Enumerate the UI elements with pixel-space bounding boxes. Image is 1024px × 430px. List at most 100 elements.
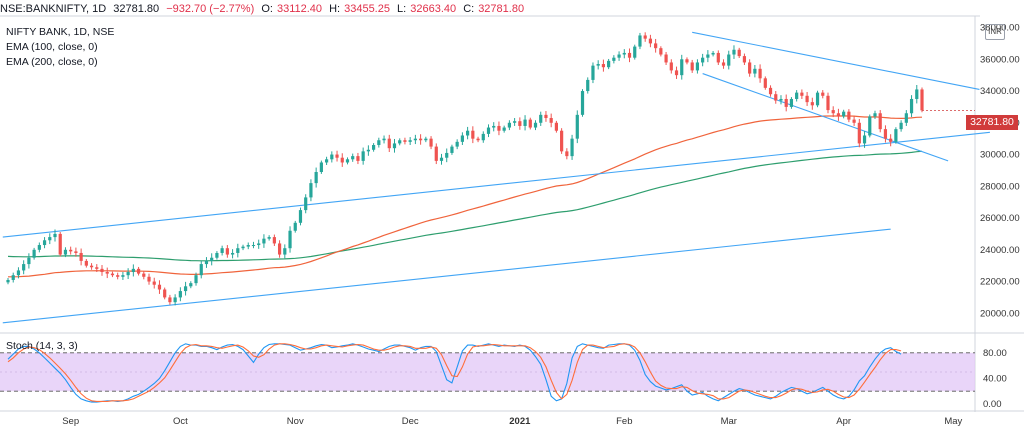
candle-body bbox=[622, 52, 626, 55]
candle-body bbox=[100, 268, 104, 273]
candle-body bbox=[32, 249, 36, 258]
candle-body bbox=[178, 291, 182, 298]
candle-body bbox=[768, 87, 773, 95]
candle-body bbox=[753, 68, 757, 74]
chart-title-legend[interactable]: NIFTY BANK, 1D, NSE bbox=[6, 26, 115, 38]
price-tick-label: 30000.00 bbox=[980, 150, 1020, 161]
time-tick-label: Feb bbox=[616, 416, 632, 427]
candle-body bbox=[607, 60, 611, 68]
candle-body bbox=[909, 98, 914, 114]
price-tick-label: 36000.00 bbox=[980, 54, 1020, 65]
candle-body bbox=[580, 91, 585, 115]
candle-body bbox=[471, 130, 475, 139]
candle-body bbox=[183, 286, 188, 292]
candle-body bbox=[79, 252, 83, 261]
candle-body bbox=[560, 130, 564, 152]
candle-body bbox=[298, 210, 303, 223]
last-price-header: 32781.80 bbox=[113, 3, 160, 15]
candle-body bbox=[836, 113, 841, 117]
stoch-legend[interactable]: Stoch (14, 3, 3) bbox=[6, 340, 78, 352]
candle-body bbox=[565, 151, 569, 157]
last-price-label: 32781.80 bbox=[966, 115, 1018, 130]
candle-body bbox=[58, 233, 62, 255]
stoch-line-d bbox=[7, 343, 902, 402]
time-tick-label: Nov bbox=[287, 416, 304, 427]
candle-body bbox=[711, 52, 715, 55]
price-tick-label: 34000.00 bbox=[980, 86, 1020, 97]
candle-body bbox=[737, 49, 741, 57]
candle-body bbox=[398, 140, 402, 144]
candle-body bbox=[429, 138, 433, 147]
time-tick-label: Apr bbox=[836, 416, 851, 427]
candle-body bbox=[434, 146, 438, 161]
candle-body bbox=[680, 59, 684, 76]
candle-body bbox=[648, 38, 653, 44]
candle-body bbox=[674, 70, 679, 76]
close-label: C: bbox=[463, 3, 475, 15]
candle-body bbox=[225, 248, 229, 255]
candle-body bbox=[638, 35, 642, 47]
candle-body bbox=[904, 113, 908, 123]
candle-body bbox=[831, 110, 835, 114]
trendline-wedge-top bbox=[692, 31, 980, 90]
candle-body bbox=[48, 237, 52, 241]
candle-body bbox=[173, 297, 177, 303]
price-tick-label: 20000.00 bbox=[980, 308, 1020, 319]
candle-body bbox=[716, 52, 720, 63]
candle-body bbox=[523, 119, 527, 126]
candle-body bbox=[413, 138, 417, 141]
candle-body bbox=[727, 54, 731, 66]
candle-body bbox=[450, 146, 454, 153]
candle-body bbox=[758, 68, 762, 79]
close-value: 32781.80 bbox=[478, 3, 525, 15]
candle-body bbox=[288, 230, 292, 249]
candle-body bbox=[627, 52, 632, 58]
candle-body bbox=[695, 62, 700, 71]
candle-body bbox=[189, 283, 193, 287]
time-tick-label: Sep bbox=[62, 416, 79, 427]
candle-body bbox=[199, 264, 203, 276]
candle-body bbox=[748, 62, 752, 74]
candle-body bbox=[168, 297, 172, 303]
candle-body bbox=[241, 246, 245, 249]
currency-badge[interactable]: INR bbox=[985, 24, 1005, 40]
candle-body bbox=[210, 257, 214, 261]
candle-body bbox=[883, 129, 888, 139]
candle-body bbox=[215, 252, 219, 258]
candle-body bbox=[633, 46, 637, 58]
candle-body bbox=[335, 154, 339, 158]
high-value: 33455.25 bbox=[344, 3, 390, 15]
candle-body bbox=[518, 121, 522, 126]
candle-body bbox=[920, 89, 924, 111]
candle-body bbox=[815, 92, 820, 106]
candle-body bbox=[513, 121, 517, 123]
candle-body bbox=[528, 119, 532, 128]
candle-body bbox=[267, 237, 271, 239]
candle-body bbox=[507, 122, 511, 128]
candle-body bbox=[439, 157, 444, 161]
candle-body bbox=[873, 113, 877, 117]
candle-body bbox=[345, 159, 350, 163]
symbol-name[interactable]: NSE:BANKNIFTY, 1D bbox=[0, 3, 107, 15]
candle-body bbox=[878, 113, 882, 130]
candle-body bbox=[805, 95, 809, 103]
ema200-legend[interactable]: EMA (200, close, 0) bbox=[6, 56, 98, 68]
candle-body bbox=[847, 111, 851, 120]
time-tick-label: Oct bbox=[173, 416, 188, 427]
candle-body bbox=[152, 281, 156, 285]
ema100-line bbox=[8, 115, 923, 278]
candle-body bbox=[826, 95, 830, 111]
candle-body bbox=[126, 272, 130, 276]
candle-body bbox=[340, 157, 344, 163]
candle-body bbox=[575, 114, 579, 139]
candle-body bbox=[419, 138, 423, 141]
candle-body bbox=[246, 245, 250, 247]
candle-body bbox=[894, 129, 898, 142]
candle-body bbox=[539, 114, 543, 123]
candle-body bbox=[774, 94, 778, 101]
open-label: O: bbox=[261, 3, 273, 15]
candle-body bbox=[617, 54, 621, 58]
candle-body bbox=[460, 135, 464, 142]
ema100-legend[interactable]: EMA (100, close, 0) bbox=[6, 41, 98, 53]
